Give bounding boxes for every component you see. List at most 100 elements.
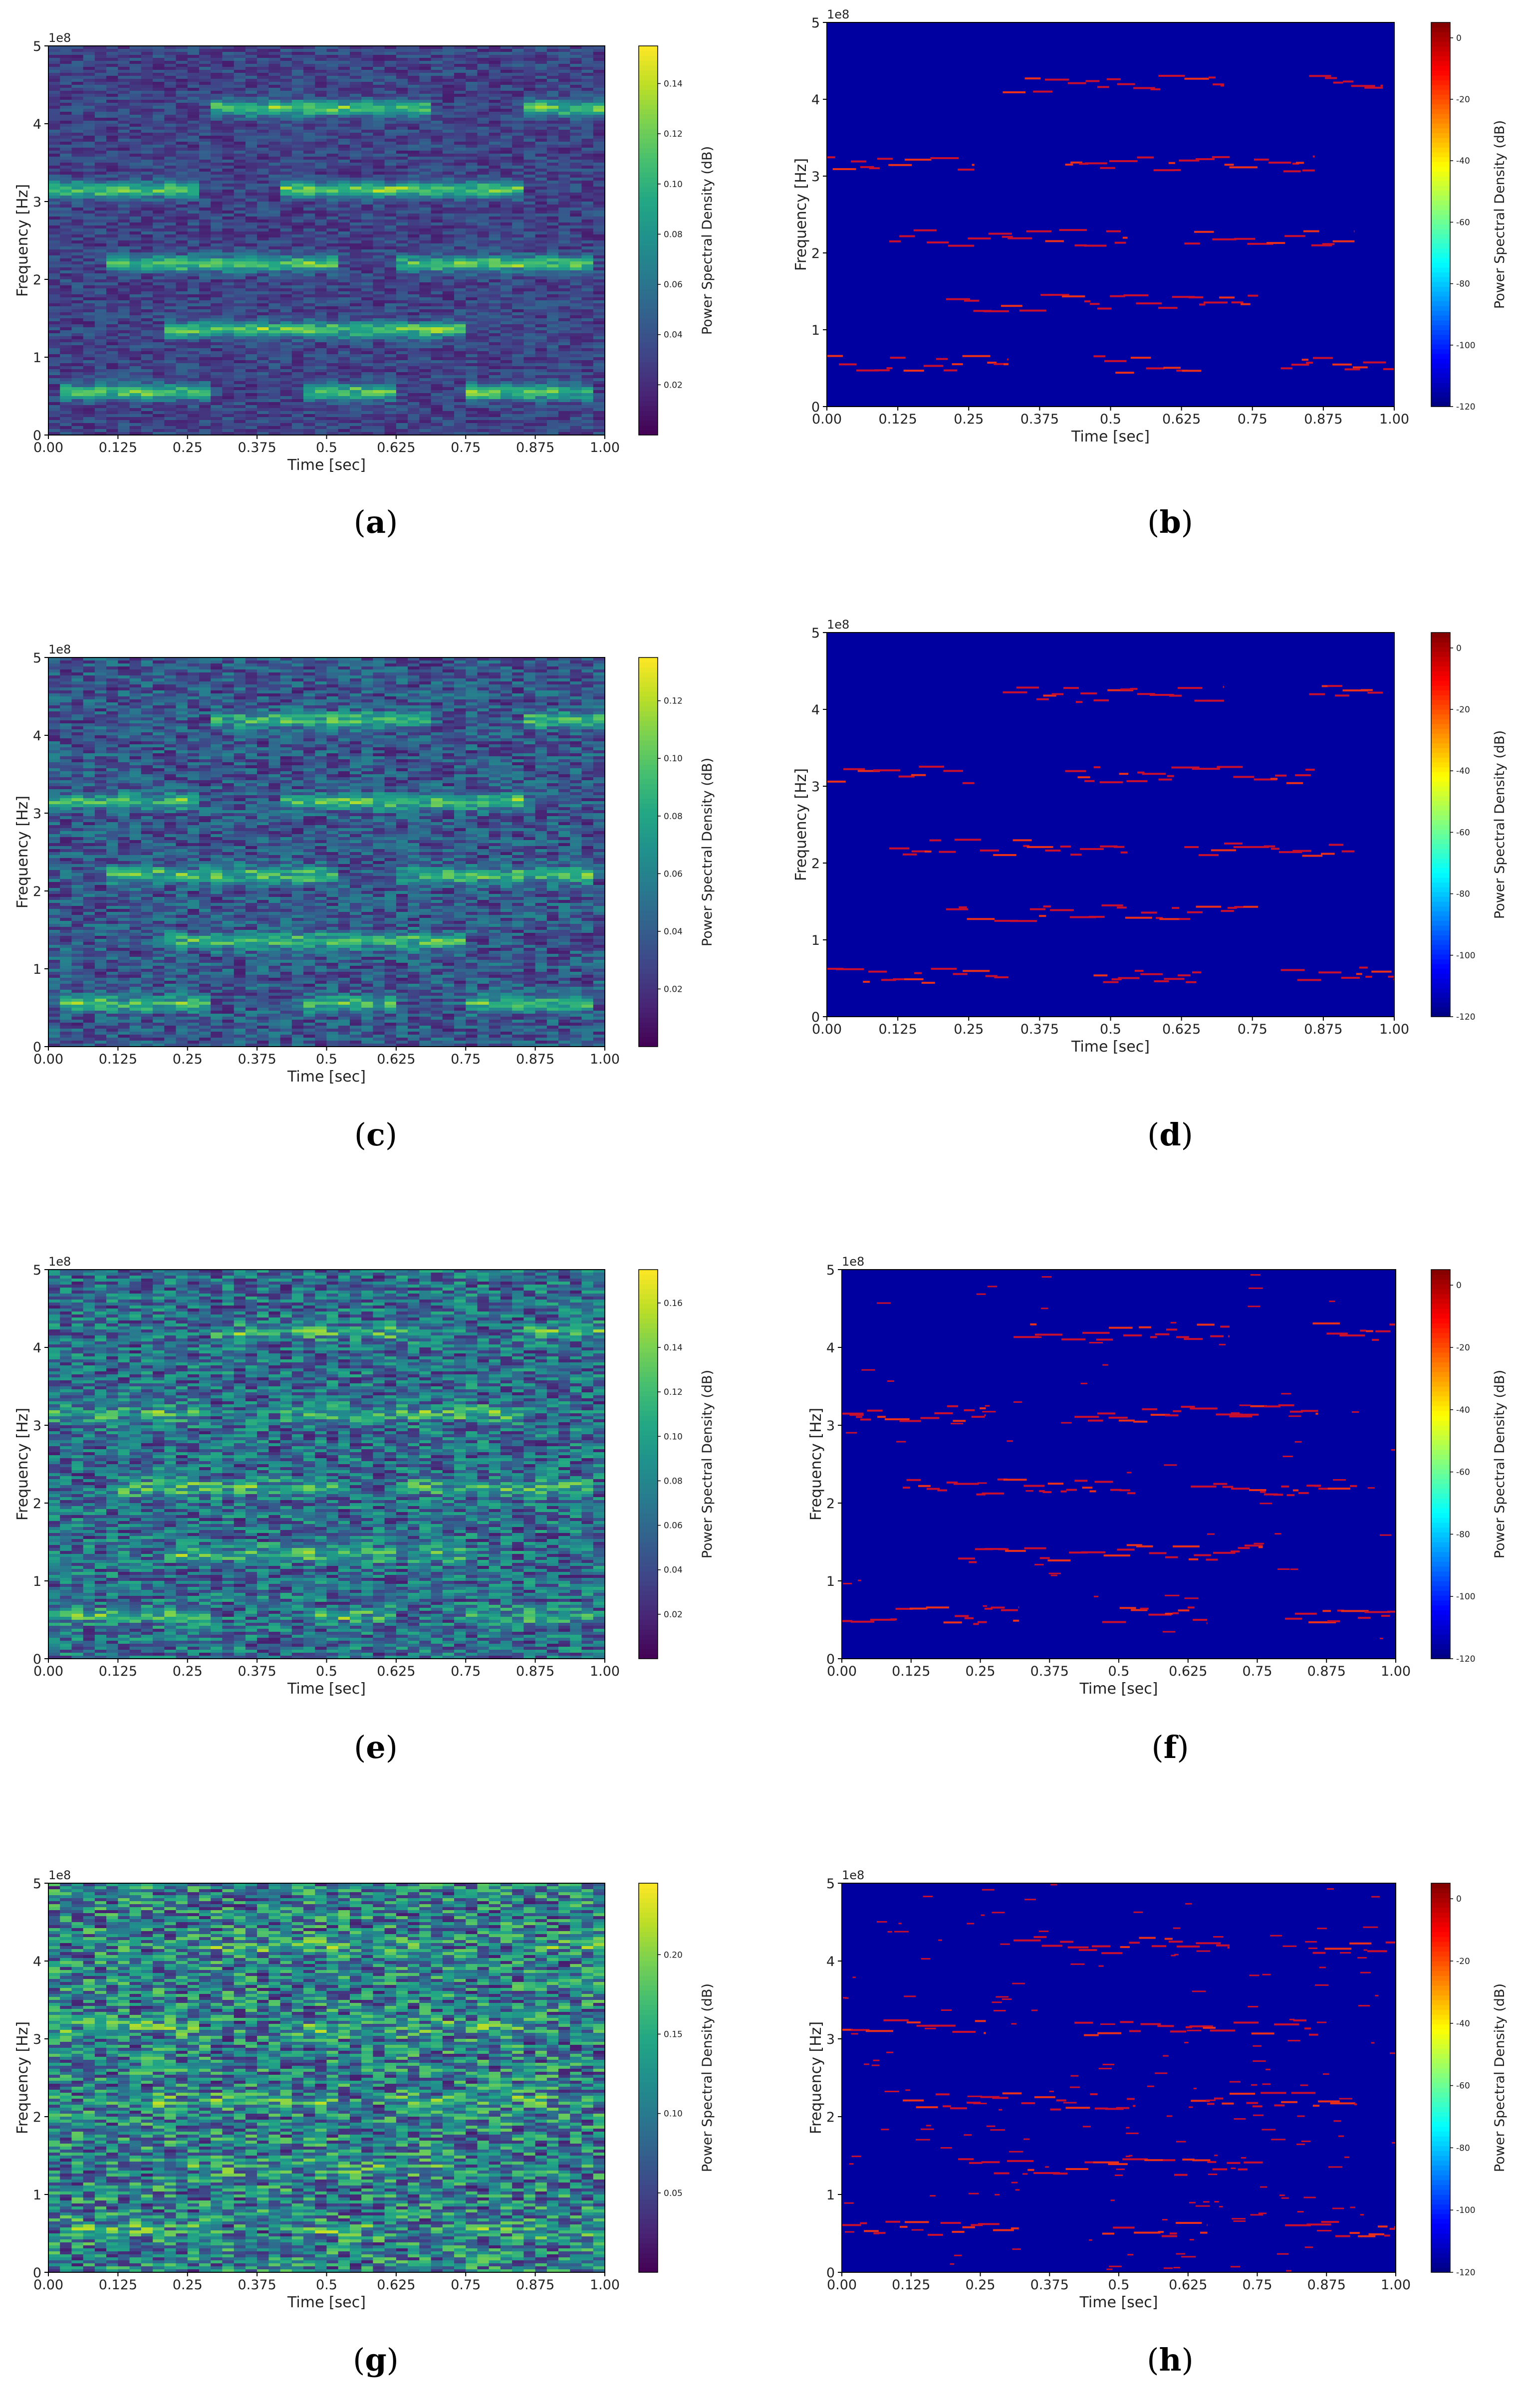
y-tick-label: 3 bbox=[33, 195, 41, 210]
colorbar-tick-label: -100 bbox=[1456, 341, 1476, 351]
colorbar-tick-label: 0.14 bbox=[664, 79, 683, 89]
y-tick-label: 0 bbox=[33, 1652, 41, 1667]
y-tick-label: 3 bbox=[811, 779, 820, 795]
y-tick-label: 3 bbox=[33, 806, 41, 822]
subfigure-label: (a) bbox=[354, 504, 398, 540]
colorbar-tick-label: -120 bbox=[1456, 2268, 1476, 2278]
colorbar: 0.02 0.04 0.06 0.08 0.10 0.12 Power Spectral D… bbox=[638, 657, 715, 1047]
colorbar: 0 -20 -40 -60 -80 -100 -120 Power Spectral Dens… bbox=[1431, 1883, 1508, 2278]
x-tick-label: 0.125 bbox=[878, 412, 917, 427]
y-tick-label: 2 bbox=[811, 856, 820, 872]
y-tick-label: 4 bbox=[826, 1340, 835, 1356]
x-tick-label: 0.25 bbox=[954, 412, 984, 427]
x-tick-label: 0.25 bbox=[954, 1022, 984, 1037]
colorbar-tick-label: 0.14 bbox=[664, 1343, 683, 1353]
x-tick-label: 0.00 bbox=[33, 1052, 63, 1067]
colorbar-tick-label: 0.06 bbox=[664, 1521, 683, 1531]
colorbar-tick-label: 0.10 bbox=[664, 1432, 683, 1442]
colorbar-tick-label: 0.04 bbox=[664, 927, 683, 937]
colorbar-label: Power Spectral Density (dB) bbox=[700, 1370, 715, 1558]
y-tick-label: 2 bbox=[33, 1496, 41, 1512]
x-tick-label: 0.875 bbox=[516, 440, 554, 455]
y-tick-label: 4 bbox=[33, 728, 41, 744]
colorbar-tick-label: 0 bbox=[1456, 644, 1462, 654]
y-axis-label: Frequency [Hz] bbox=[807, 1408, 825, 1521]
colorbar-tick-label: -80 bbox=[1456, 2143, 1470, 2153]
y-axis-label: Frequency [Hz] bbox=[14, 2021, 31, 2134]
colorbar: 0 -20 -40 -60 -80 -100 -120 Power Spectral Dens… bbox=[1431, 22, 1508, 412]
y-tick-label: 5 bbox=[33, 651, 41, 666]
colorbar: 0.02 0.04 0.06 0.08 0.10 0.12 0.14 0.16 Power Sp… bbox=[638, 1269, 715, 1659]
x-tick-label: 0.25 bbox=[173, 1664, 203, 1679]
y-tick-label: 1 bbox=[33, 1574, 41, 1589]
x-axis-label: Time [sec] bbox=[1079, 1680, 1158, 1698]
x-tick-label: 0.00 bbox=[812, 412, 842, 427]
y-axis-label: Frequency [Hz] bbox=[792, 158, 810, 271]
x-tick-label: 0.5 bbox=[1100, 412, 1121, 427]
colorbar-tick-label: 0.05 bbox=[664, 2189, 683, 2198]
colorbar-label: Power Spectral Density (dB) bbox=[1492, 1370, 1508, 1558]
x-tick-label: 0.875 bbox=[1304, 412, 1342, 427]
x-tick-label: 0.125 bbox=[892, 2277, 930, 2293]
x-tick-label: 0.125 bbox=[99, 440, 137, 455]
subfigure-label: (f) bbox=[1151, 1729, 1189, 1765]
y-offset-label: 1e8 bbox=[48, 643, 71, 657]
colorbar-label: Power Spectral Density (dB) bbox=[700, 758, 715, 946]
colorbar-tick-label: -80 bbox=[1456, 889, 1470, 899]
y-axis-label: Frequency [Hz] bbox=[792, 768, 810, 881]
x-tick-label: 0.375 bbox=[238, 440, 276, 455]
x-tick-label: 0.75 bbox=[1238, 1022, 1267, 1037]
y-tick-label: 5 bbox=[826, 1263, 835, 1278]
colorbar-tick-label: 0.20 bbox=[664, 1950, 683, 1960]
colorbar-tick-label: -60 bbox=[1456, 1468, 1470, 1478]
spectrogram-image bbox=[48, 46, 605, 435]
x-tick-label: 0.25 bbox=[965, 2277, 995, 2293]
panel-f: 0.00 0.125 0.25 0.375 0.5 0.625 0.75 0.875 1.00 0… bbox=[807, 1255, 1508, 1698]
x-tick-label: 0.375 bbox=[1020, 1022, 1059, 1037]
x-tick-label: 0.625 bbox=[377, 1664, 415, 1679]
subfigure-label: (c) bbox=[354, 1116, 397, 1153]
panel-g: 0.00 0.125 0.25 0.375 0.5 0.625 0.75 0.875 1.00 0… bbox=[14, 1868, 715, 2311]
x-tick-label: 0.125 bbox=[892, 1664, 930, 1679]
y-tick-label: 1 bbox=[826, 1574, 835, 1589]
x-axis-label: Time [sec] bbox=[287, 1068, 366, 1086]
y-tick-label: 4 bbox=[33, 1340, 41, 1356]
y-tick-label: 5 bbox=[33, 1876, 41, 1892]
x-tick-label: 0.5 bbox=[316, 440, 337, 455]
colorbar-tick-label: -60 bbox=[1456, 218, 1470, 227]
y-tick-label: 1 bbox=[33, 350, 41, 366]
x-tick-label: 0.625 bbox=[1162, 412, 1201, 427]
x-tick-label: 0.25 bbox=[173, 440, 203, 455]
y-tick-label: 3 bbox=[826, 1418, 835, 1434]
x-tick-label: 1.00 bbox=[1379, 412, 1409, 427]
x-tick-label: 1.00 bbox=[590, 1052, 620, 1067]
x-tick-label: 0.375 bbox=[238, 1052, 276, 1067]
x-tick-label: 0.375 bbox=[1030, 2277, 1069, 2293]
x-tick-label: 0.625 bbox=[1169, 2277, 1207, 2293]
colorbar-tick-label: 0.12 bbox=[664, 1387, 683, 1397]
panel-h: 0.00 0.125 0.25 0.375 0.5 0.625 0.75 0.875 1.00 0… bbox=[807, 1868, 1508, 2311]
colorbar-tick-label: 0.10 bbox=[664, 754, 683, 764]
x-tick-label: 0.5 bbox=[316, 2277, 337, 2293]
colorbar: 0 -20 -40 -60 -80 -100 -120 Power Spectral Dens… bbox=[1431, 1269, 1508, 1664]
colorbar: 0.05 0.10 0.15 0.20 Power Spectral Density (… bbox=[638, 1883, 715, 2273]
colorbar-label: Power Spectral Density (dB) bbox=[700, 1983, 715, 2172]
colorbar-tick-label: -80 bbox=[1456, 1530, 1470, 1539]
y-tick-label: 0 bbox=[811, 1010, 820, 1025]
spectrogram-image bbox=[842, 1883, 1396, 2272]
y-tick-label: 3 bbox=[33, 2032, 41, 2047]
panel-a: 0.00 0.125 0.25 0.375 0.5 0.625 0.75 0.875 1.000… bbox=[14, 31, 715, 474]
colorbar-tick-label: -120 bbox=[1456, 402, 1476, 412]
colorbar-tick-label: -20 bbox=[1456, 95, 1470, 105]
y-axis-label: Frequency [Hz] bbox=[807, 2021, 825, 2134]
colorbar-tick-label: 0 bbox=[1456, 1894, 1462, 1904]
y-tick-label: 0 bbox=[826, 1652, 835, 1667]
y-tick-label: 2 bbox=[33, 272, 41, 288]
spectrogram-image bbox=[827, 22, 1394, 407]
x-tick-label: 1.00 bbox=[590, 440, 620, 455]
x-tick-label: 0.875 bbox=[1304, 1022, 1342, 1037]
colorbar-tick-label: -100 bbox=[1456, 2205, 1476, 2215]
x-axis-label: Time [sec] bbox=[287, 456, 366, 474]
x-tick-label: 0.625 bbox=[377, 1052, 415, 1067]
